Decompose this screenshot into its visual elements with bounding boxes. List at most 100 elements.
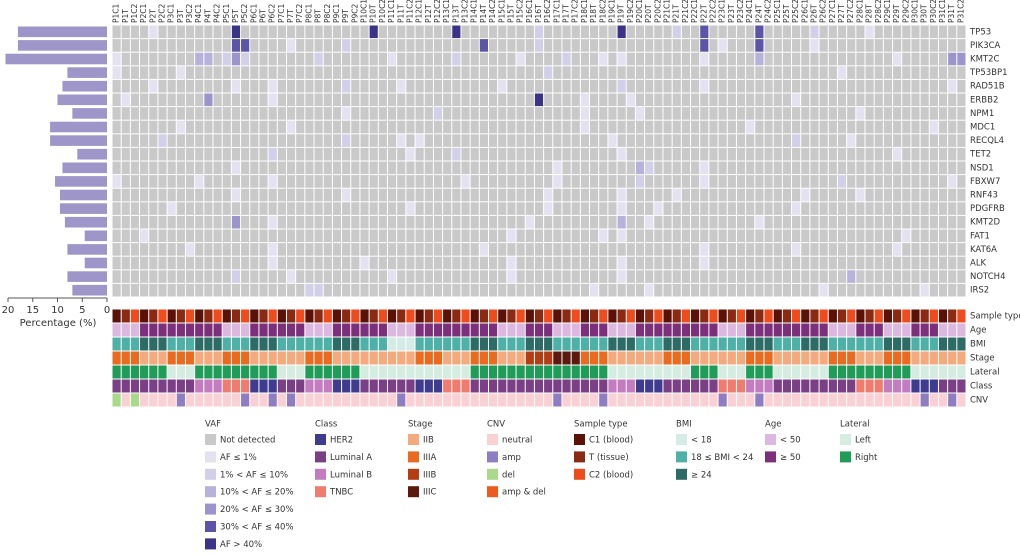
track-cell bbox=[369, 323, 378, 337]
mutation-cell bbox=[663, 215, 672, 229]
mutation-cell bbox=[140, 25, 149, 39]
sample-label: P20C1 bbox=[635, 0, 644, 23]
track-cell bbox=[792, 323, 801, 337]
mutation-cell bbox=[498, 283, 507, 297]
mutation-cell bbox=[736, 107, 746, 120]
mutation-cell bbox=[856, 93, 865, 107]
mutation-cell bbox=[158, 79, 167, 93]
mutation-cell bbox=[635, 215, 645, 229]
mutation-cell bbox=[507, 52, 516, 66]
mutation-cell bbox=[342, 243, 351, 256]
mutation-cell bbox=[516, 161, 525, 175]
mutation-cell bbox=[259, 39, 268, 52]
mutation-cell bbox=[443, 161, 452, 175]
mutation-cell bbox=[369, 52, 378, 66]
mutation-cell bbox=[332, 283, 342, 297]
mutation-cell bbox=[590, 283, 599, 297]
mutation-cell bbox=[222, 134, 231, 147]
mutation-cell bbox=[608, 66, 617, 79]
mutation-cell bbox=[158, 243, 167, 256]
mutation-cell bbox=[507, 243, 516, 256]
track-cell bbox=[727, 379, 736, 393]
mutation-cell bbox=[691, 134, 700, 147]
track-cell bbox=[847, 323, 856, 337]
mutation-cell bbox=[746, 134, 755, 147]
mutation-cell bbox=[608, 270, 617, 283]
track-cell bbox=[847, 365, 856, 379]
mutation-cell bbox=[874, 39, 883, 52]
mutation-cell bbox=[727, 243, 736, 256]
mutation-cell bbox=[893, 175, 902, 188]
mutation-cell bbox=[479, 134, 488, 147]
mutation-cell bbox=[617, 107, 626, 120]
mutation-cell bbox=[121, 66, 130, 79]
mutation-cell bbox=[112, 188, 121, 202]
mutation-cell bbox=[792, 25, 801, 39]
track-cell bbox=[663, 323, 672, 337]
mutation-cell bbox=[691, 270, 700, 283]
mutation-cell bbox=[525, 283, 534, 297]
track-cell bbox=[387, 393, 397, 407]
mutation-cell bbox=[718, 79, 727, 93]
mutation-cell bbox=[516, 66, 525, 79]
mutation-cell bbox=[195, 175, 204, 188]
mutation-cell bbox=[755, 270, 764, 283]
mutation-cell bbox=[241, 283, 250, 297]
mutation-cell bbox=[332, 188, 342, 202]
mutation-cell bbox=[443, 243, 452, 256]
track-cell bbox=[195, 309, 204, 323]
mutation-cell bbox=[351, 147, 360, 161]
mutation-cell bbox=[213, 39, 222, 52]
mutation-cell bbox=[332, 256, 342, 270]
track-cell bbox=[856, 337, 865, 351]
track-cell bbox=[296, 323, 305, 337]
mutation-cell bbox=[837, 107, 847, 120]
mutation-cell bbox=[681, 188, 691, 202]
mutation-cell bbox=[654, 107, 663, 120]
sample-label: P9C1 bbox=[332, 3, 341, 23]
mutation-cell bbox=[195, 243, 204, 256]
mutation-cell bbox=[663, 147, 672, 161]
legend-swatch bbox=[676, 434, 687, 445]
mutation-cell bbox=[167, 283, 176, 297]
legend-title: CNV bbox=[487, 420, 505, 430]
legend-label: < 50 bbox=[780, 436, 801, 446]
mutation-cell bbox=[599, 79, 608, 93]
mutation-cell bbox=[709, 120, 718, 134]
bar bbox=[50, 121, 107, 133]
track-cell bbox=[424, 379, 433, 393]
mutation-cell bbox=[617, 256, 626, 270]
track-cell bbox=[479, 365, 488, 379]
track-cell bbox=[424, 351, 433, 365]
mutation-cell bbox=[902, 25, 911, 39]
mutation-cell bbox=[296, 188, 305, 202]
mutation-cell bbox=[810, 175, 819, 188]
legend-label: del bbox=[502, 470, 515, 480]
gene-label: KMT2C bbox=[970, 55, 1000, 65]
sample-label: P8T bbox=[314, 9, 323, 23]
mutation-cell bbox=[250, 25, 259, 39]
mutation-cell bbox=[378, 215, 387, 229]
mutation-cell bbox=[663, 39, 672, 52]
mutation-cell bbox=[479, 39, 488, 52]
mutation-cell bbox=[140, 175, 149, 188]
mutation-cell bbox=[121, 243, 130, 256]
mutation-cell bbox=[351, 229, 360, 243]
mutation-cell bbox=[883, 134, 893, 147]
legend-label: AF > 40% bbox=[220, 540, 262, 550]
sample-label: P30T bbox=[920, 4, 929, 23]
mutation-cell bbox=[241, 134, 250, 147]
track-cell bbox=[342, 393, 351, 407]
mutation-cell bbox=[286, 270, 296, 283]
mutation-cell bbox=[323, 79, 332, 93]
mutation-cell bbox=[691, 79, 700, 93]
mutation-cell bbox=[893, 229, 902, 243]
track-cell bbox=[342, 323, 351, 337]
mutation-cell bbox=[847, 188, 856, 202]
mutation-cell bbox=[883, 107, 893, 120]
track-cell bbox=[259, 337, 268, 351]
mutation-cell bbox=[553, 161, 562, 175]
track-cell bbox=[231, 337, 241, 351]
mutation-cell bbox=[452, 283, 461, 297]
track-cell bbox=[406, 365, 415, 379]
